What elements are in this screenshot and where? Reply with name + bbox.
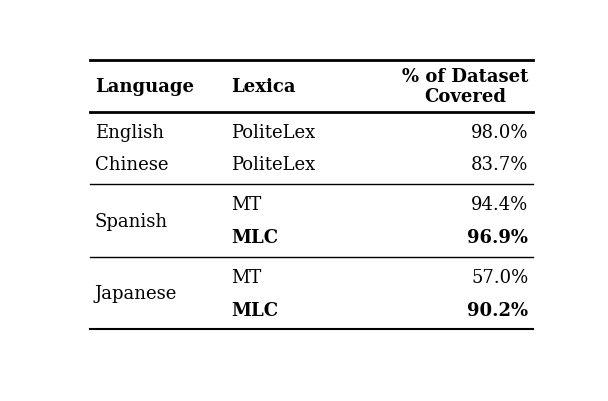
Text: MLC: MLC: [232, 301, 278, 319]
Text: PoliteLex: PoliteLex: [232, 123, 316, 141]
Text: 83.7%: 83.7%: [471, 156, 528, 174]
Text: 90.2%: 90.2%: [467, 301, 528, 319]
Text: Japanese: Japanese: [95, 285, 177, 303]
Text: Language: Language: [95, 78, 194, 96]
Text: MLC: MLC: [232, 228, 278, 246]
Text: 94.4%: 94.4%: [471, 196, 528, 214]
Text: 98.0%: 98.0%: [471, 123, 528, 141]
Text: 96.9%: 96.9%: [468, 228, 528, 246]
Text: MT: MT: [232, 268, 262, 286]
Text: MT: MT: [232, 196, 262, 214]
Text: Chinese: Chinese: [95, 156, 168, 174]
Text: Spanish: Spanish: [95, 212, 168, 230]
Text: PoliteLex: PoliteLex: [232, 156, 316, 174]
Text: Lexica: Lexica: [232, 78, 296, 96]
Text: English: English: [95, 123, 164, 141]
Text: % of Dataset
Covered: % of Dataset Covered: [402, 67, 528, 106]
Text: 57.0%: 57.0%: [471, 268, 528, 286]
